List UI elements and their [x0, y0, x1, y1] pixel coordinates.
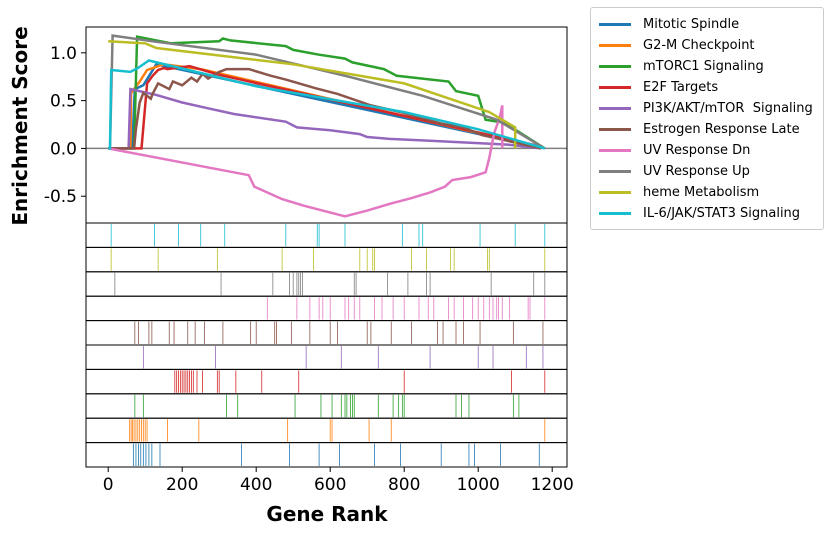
series-line-2	[108, 35, 546, 150]
legend-item: PI3K/AKT/mTOR Signaling	[597, 98, 817, 119]
x-tick-label: 600	[314, 475, 346, 495]
legend-item: IL-6/JAK/STAT3 Signaling	[597, 203, 817, 224]
legend-swatch	[599, 149, 631, 152]
y-tick-label: 0.0	[50, 139, 77, 159]
legend-item: Mitotic Spindle	[597, 14, 817, 35]
x-axis-label: Gene Rank	[266, 502, 388, 526]
series-line-1	[108, 63, 542, 150]
hit-strip-2	[85, 393, 568, 419]
legend-label: Estrogen Response Late	[643, 122, 800, 137]
hit-strip-frame	[85, 368, 568, 395]
legend-label: UV Response Dn	[643, 143, 751, 158]
legend-swatch	[599, 86, 631, 89]
legend-item: Estrogen Response Late	[597, 119, 817, 140]
legend-swatch	[599, 107, 631, 110]
y-tick-label: -0.5	[44, 187, 77, 207]
hit-strip-frame	[85, 320, 568, 346]
legend-item: mTORC1 Signaling	[597, 56, 817, 77]
hit-strip-3	[85, 368, 568, 395]
legend-label: UV Response Up	[643, 164, 750, 179]
legend-swatch	[599, 23, 631, 26]
legend-swatch	[599, 212, 631, 215]
legend-label: Mitotic Spindle	[643, 17, 740, 32]
series-line-9	[108, 59, 546, 150]
legend-swatch	[599, 128, 631, 131]
legend-label: IL-6/JAK/STAT3 Signaling	[643, 206, 801, 221]
legend-swatch	[599, 170, 631, 173]
hit-strip-9	[85, 222, 568, 248]
x-tick-label: 1000	[457, 475, 500, 495]
hit-strip-frame	[85, 417, 568, 444]
hit-strip-frame	[85, 442, 568, 468]
hit-strip-frame	[85, 271, 568, 297]
legend-item: UV Response Up	[597, 161, 817, 182]
hit-strip-1	[85, 417, 568, 444]
series-line-3	[108, 64, 542, 150]
legend-label: E2F Targets	[643, 80, 719, 95]
x-tick-label: 0	[103, 475, 114, 495]
gene-hit-panels	[85, 222, 568, 468]
legend-item: UV Response Dn	[597, 140, 817, 161]
hit-strip-frame	[85, 344, 568, 370]
hit-strip-8	[85, 246, 568, 273]
x-tick-label: 400	[240, 475, 272, 495]
legend-label: PI3K/AKT/mTOR Signaling	[643, 101, 813, 116]
legend-item: E2F Targets	[597, 77, 817, 98]
legend-swatch	[599, 65, 631, 68]
x-tick-label: 800	[388, 475, 420, 495]
legend-label: G2-M Checkpoint	[643, 38, 755, 53]
hit-strip-frame	[85, 393, 568, 419]
hit-strip-frame	[85, 222, 568, 248]
y-tick-label: 1.0	[50, 44, 77, 64]
hit-strip-4	[85, 344, 568, 370]
x-tick-label: 1200	[531, 475, 574, 495]
legend-item: G2-M Checkpoint	[597, 35, 817, 56]
series-line-0	[108, 62, 542, 150]
enrichment-score-panel	[85, 26, 568, 224]
legend-label: heme Metabolism	[643, 185, 760, 200]
legend-item: heme Metabolism	[597, 182, 817, 203]
y-tick-label: 0.5	[50, 92, 77, 112]
hit-strip-0	[85, 442, 568, 468]
y-axis-label: Enrichment Score	[8, 26, 32, 225]
hit-strip-7	[85, 271, 568, 297]
legend-swatch	[599, 191, 631, 194]
hit-strip-frame	[85, 295, 568, 322]
legend-swatch	[599, 44, 631, 47]
hit-strip-5	[85, 320, 568, 346]
x-axis: 0 200 400 600 800 1000 1200	[103, 467, 574, 495]
series-line-6	[107, 105, 504, 218]
hit-strip-6	[85, 295, 568, 322]
y-axis: -0.5 0.0 0.5 1.0	[44, 44, 86, 207]
x-tick-label: 200	[166, 475, 198, 495]
legend-label: mTORC1 Signaling	[643, 59, 764, 74]
series-line-8	[108, 40, 517, 149]
legend: Mitotic Spindle G2-M Checkpoint mTORC1 Sig…	[590, 7, 824, 230]
